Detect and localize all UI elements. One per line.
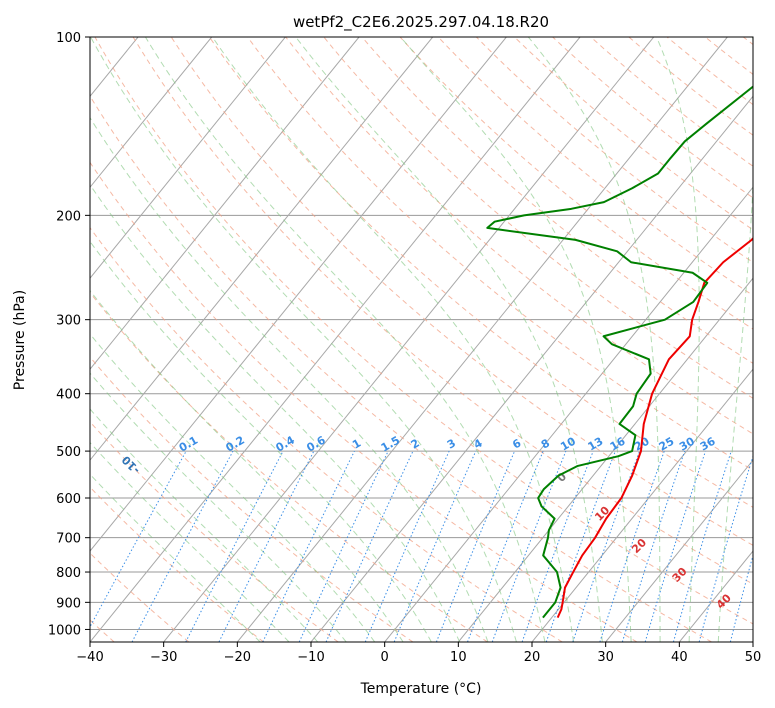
moist-adiabat-line [90, 240, 432, 642]
y-tick-label: 700 [56, 532, 81, 547]
y-tick-label: 500 [56, 445, 81, 460]
isotherm-line [384, 186, 753, 642]
isotherm-line [90, 37, 434, 461]
x-tick-label: −20 [224, 650, 251, 665]
moist-adiabat-line [90, 441, 290, 642]
x-tick-label: −40 [76, 650, 103, 665]
y-tick-label: 900 [56, 596, 81, 611]
isotherm-line [90, 37, 286, 280]
mixing-ratio-line [545, 450, 616, 642]
isotherm-line [457, 277, 753, 642]
isotherm-line [90, 37, 360, 370]
plot-frame [89, 36, 754, 643]
y-tick-label: 600 [56, 492, 81, 507]
x-tick-label: 20 [524, 650, 541, 665]
mixing-ratio-line [393, 450, 477, 642]
y-tick-label: 200 [56, 209, 81, 224]
y-tick-label: 400 [56, 388, 81, 403]
dry-adiabat-line [90, 95, 712, 642]
mixing-ratio-line [218, 450, 315, 642]
mixing-ratio-line [90, 450, 187, 628]
dry-adiabat-line [208, 37, 753, 508]
moist-adiabat-line [655, 37, 700, 642]
isotherm-line [531, 368, 753, 642]
x-tick-label: 0 [381, 650, 389, 665]
dry-adiabat-line [361, 37, 753, 364]
mixing-ratio-line [644, 450, 707, 642]
isotherm-line [310, 95, 753, 642]
moist-adiabat-line [90, 372, 347, 642]
dry-adiabat-line [132, 37, 753, 585]
y-axis-label: Pressure (hPa) [12, 290, 28, 390]
mixing-ratio-line [435, 450, 516, 642]
isotherm-line [236, 37, 728, 642]
dry-adiabat-line [94, 37, 753, 625]
y-tick-label: 300 [56, 314, 81, 329]
profile-lines [486, 85, 753, 619]
mixing-ratio-line [262, 450, 355, 642]
moist-adiabat-line [90, 37, 517, 642]
moist-adiabat-line [400, 37, 632, 642]
x-tick-label: 10 [450, 650, 467, 665]
x-tick-label: 40 [671, 650, 688, 665]
reference-line-labels: -100-90-80-70-60-50-40-30-20-100.10.20.4… [119, 433, 734, 611]
mixing-ratio-line [298, 450, 389, 642]
isotherm-line [605, 459, 753, 642]
moist-adiabat-line [295, 37, 603, 642]
y-tick-label: 100 [56, 31, 81, 46]
dry-adiabat-line [90, 486, 264, 642]
x-tick-label: −10 [297, 650, 324, 665]
dry-adiabat-line [90, 291, 488, 642]
dry-adiabat-line [323, 37, 753, 399]
moist-adiabat-line [212, 37, 575, 642]
mixing-ratio-line [599, 450, 665, 642]
x-tick-label: 50 [745, 650, 762, 665]
y-tick-label: 1000 [48, 623, 81, 638]
temperature-profile-line [556, 237, 753, 619]
mixing-ratio-line [621, 450, 686, 642]
chart-title: wetPf2_C2E6.2025.297.04.18.R20 [293, 13, 549, 32]
isotherm-line [163, 37, 655, 642]
x-axis-label: Temperature (°C) [360, 681, 482, 697]
moist-adiabat-line [144, 37, 546, 642]
moist-adiabat-line [90, 473, 261, 642]
x-tick-label: −30 [150, 650, 177, 665]
moist-adiabat-line [90, 289, 404, 642]
dry-adiabat-line [437, 37, 753, 297]
isotherm-line [90, 37, 581, 642]
mixing-ratio-line [185, 450, 284, 642]
dewpoint-profile-line [486, 85, 753, 619]
mixing-ratio-line [131, 450, 234, 642]
isotherm-line [90, 37, 507, 552]
moist-adiabat-line [90, 333, 376, 642]
isotherm-line [90, 37, 213, 189]
axis-ticks: −40 −30 −20 −10 0 10 20 30 40 50 100 200 300 400 500 60… [48, 31, 761, 665]
mixing-ratio-line [325, 450, 414, 642]
dry-adiabat-line [90, 161, 638, 642]
dry-adiabat-line [90, 552, 190, 642]
y-tick-label: 800 [56, 566, 81, 581]
background-reference-lines [90, 37, 753, 642]
dry-adiabat-line [90, 356, 414, 642]
moist-adiabat-line [90, 116, 489, 642]
x-tick-label: 30 [597, 650, 614, 665]
moist-adiabat-line [717, 37, 753, 642]
moist-adiabat-line [527, 37, 661, 642]
dry-adiabat-line [247, 37, 753, 471]
